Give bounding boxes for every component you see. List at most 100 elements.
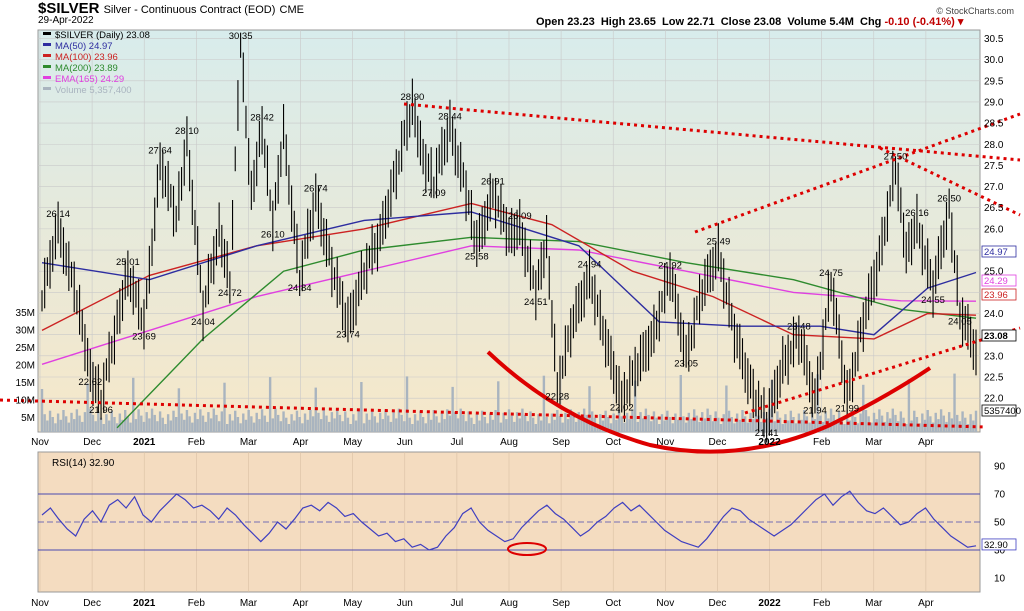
volume-bar	[311, 416, 315, 432]
volume-bar	[191, 422, 194, 432]
legend-swatch	[43, 87, 51, 90]
legend-swatch	[43, 54, 51, 57]
volume-bar	[464, 421, 468, 432]
volume-bar	[969, 414, 972, 432]
volume-bar	[505, 419, 508, 432]
volume-bar	[454, 412, 457, 432]
volume-bar	[225, 424, 229, 432]
volume-bar	[961, 411, 964, 432]
x-tick-label: Mar	[865, 437, 883, 448]
value-tag	[981, 274, 1017, 287]
volume-bar	[403, 421, 406, 432]
x-tick-label: Sep	[552, 437, 570, 448]
volume-bar	[389, 421, 393, 432]
volume-bar	[459, 408, 462, 432]
price-annotation: 24.84	[288, 283, 312, 294]
volume-bar	[424, 423, 427, 432]
volume-bar	[105, 414, 108, 432]
volume-bar	[521, 408, 524, 432]
volume-bar	[370, 410, 374, 432]
volume-bar	[778, 417, 782, 432]
volume-bar	[679, 375, 682, 432]
legend-swatch	[43, 76, 51, 79]
volume-bar	[515, 412, 519, 432]
volume-bar	[907, 379, 911, 432]
rsi-line	[41, 490, 977, 551]
volume-bar	[236, 417, 240, 432]
value-tag-label: 23.08	[984, 331, 1008, 342]
volume-bar	[929, 416, 932, 432]
volume-bar	[599, 414, 602, 432]
volume-bar	[62, 410, 65, 432]
rsi-x-tick-label: Mar	[865, 598, 883, 609]
volume-bar	[234, 410, 237, 432]
volume-bar	[451, 386, 454, 432]
volume-bar	[695, 415, 699, 432]
volume-bar	[730, 417, 733, 432]
legend-entry: MA(200) 23.89	[55, 63, 118, 74]
volume-bar	[918, 423, 921, 432]
ma50-line	[41, 211, 977, 336]
volume-bar	[604, 410, 607, 432]
price-annotation: 24.72	[218, 288, 242, 299]
volume-bar	[934, 412, 937, 432]
price-annotation: 21.94	[803, 406, 827, 417]
rsi-x-tick-label: Feb	[813, 598, 831, 609]
volume-bar	[440, 412, 444, 432]
rsi-x-tick-label: Oct	[605, 598, 621, 609]
volume-bar	[86, 383, 89, 432]
price-tick-label: 30.5	[984, 34, 1004, 45]
price-annotation: 26.09	[508, 211, 532, 222]
price-tick-label: 26.0	[984, 224, 1004, 235]
price-annotation: 23.48	[787, 322, 811, 333]
price-tick-label: 24.0	[984, 309, 1004, 320]
volume-bar	[499, 422, 503, 432]
volume-bar	[333, 418, 336, 432]
volume-bar	[939, 409, 943, 432]
volume-bar	[169, 420, 173, 432]
volume-bar	[566, 419, 570, 432]
volume-bar	[217, 421, 221, 432]
volume-bar	[714, 411, 717, 432]
price-tick-label: 28.0	[984, 140, 1004, 151]
volume-bar	[913, 410, 916, 432]
volume-bar	[145, 412, 148, 432]
symbol: $SILVER	[38, 0, 100, 17]
price-annotation: 21.99	[835, 404, 859, 415]
volume-bar	[56, 413, 60, 432]
base-trendline	[0, 398, 986, 429]
volume-bar	[507, 409, 511, 432]
volume-bar	[260, 409, 264, 432]
volume-bar	[183, 419, 186, 432]
volume-bar	[97, 411, 100, 432]
volume-bar	[448, 415, 452, 432]
volume-bar	[164, 424, 167, 432]
volume-bar	[395, 418, 398, 432]
volume-bar	[585, 414, 589, 432]
volume-bar	[864, 410, 868, 432]
rsi-x-tick-label: Nov	[656, 598, 674, 609]
quote-high: 23.65	[628, 16, 656, 28]
volume-bar	[886, 412, 889, 432]
legend-swatch	[43, 65, 51, 68]
price-annotation: 21.96	[89, 405, 113, 416]
volume-bar	[666, 410, 669, 432]
volume-bar	[709, 414, 712, 432]
volume-bar	[421, 417, 425, 432]
volume-bar	[327, 421, 331, 432]
volume-bar	[859, 413, 862, 432]
price-annotation: 28.44	[438, 112, 462, 123]
price-annotation: 24.05	[948, 316, 972, 327]
volume-bar	[150, 408, 154, 432]
volume-bar	[199, 409, 202, 432]
volume-bar	[537, 414, 540, 432]
quote-change: -0.10 (-0.41%)	[884, 16, 955, 28]
volume-bar	[703, 418, 707, 432]
x-tick-label: 2021	[133, 437, 156, 448]
volume-bar	[674, 413, 677, 432]
volume-bar	[835, 421, 838, 432]
x-tick-label: Apr	[918, 437, 934, 448]
volume-bar	[639, 412, 642, 432]
volume-bar	[644, 408, 648, 432]
